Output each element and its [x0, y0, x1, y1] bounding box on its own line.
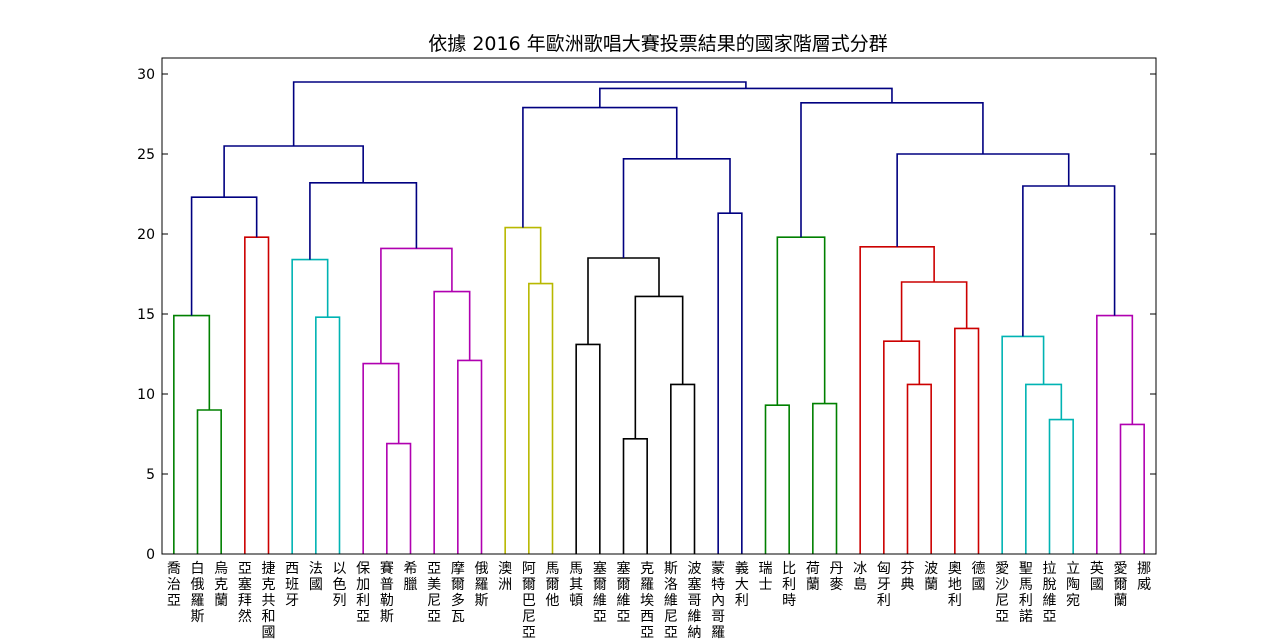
leaf-label: 聖馬利諾 — [1019, 561, 1033, 625]
leaf-label: 拉脫維亞 — [1043, 561, 1057, 625]
dendrogram-link — [622, 438, 648, 554]
dendrogram-link — [223, 145, 364, 198]
plot-frame — [161, 57, 1157, 555]
leaf-label: 挪威 — [1137, 561, 1151, 593]
dendrogram-link — [1096, 314, 1134, 554]
dendrogram-link — [1001, 335, 1045, 554]
leaf-label: 摩爾多瓦 — [451, 560, 465, 625]
leaf-label: 保加利亞 — [356, 561, 370, 625]
dendrogram-link — [190, 196, 258, 316]
dendrogram-link — [1119, 423, 1145, 554]
leaf-label: 俄羅斯 — [475, 561, 489, 609]
leaf-label: 亞塞拜然 — [238, 561, 252, 625]
leaf-label: 義大利 — [735, 560, 749, 609]
leaf-label: 愛爾蘭 — [1114, 561, 1128, 609]
dendrogram-link — [599, 87, 893, 108]
dendrogram-link — [315, 316, 341, 554]
dendrogram-link — [1025, 383, 1063, 554]
dendrogram-link — [575, 343, 601, 554]
dendrogram-link — [954, 327, 980, 554]
dendrogram-link — [800, 102, 984, 238]
leaf-label: 以色列 — [333, 561, 347, 609]
leaf-label: 德國 — [972, 561, 986, 593]
leaf-label: 蒙特內哥羅 — [711, 561, 725, 640]
dendrogram-link — [859, 246, 935, 554]
dendrogram-link — [380, 247, 453, 364]
leaf-label: 荷蘭 — [806, 561, 820, 593]
dendrogram-link — [433, 290, 471, 554]
dendrogram-link — [670, 383, 696, 554]
dendrogram-link — [764, 404, 790, 554]
dendrogram-link — [896, 153, 1070, 247]
y-tick-label: 0 — [146, 547, 155, 563]
dendrogram-link — [522, 106, 678, 228]
leaf-label: 馬爾他 — [546, 561, 560, 609]
dendrogram-link — [883, 340, 921, 554]
leaf-label: 賽普勒斯 — [380, 560, 394, 625]
leaf-label: 愛沙尼亞 — [995, 561, 1009, 625]
dendrogram-link — [362, 362, 400, 554]
y-tick-label: 30 — [137, 67, 155, 83]
dendrogram-link — [717, 212, 743, 554]
leaf-label: 阿爾巴尼亞 — [522, 561, 536, 640]
dendrogram-link — [244, 236, 270, 554]
chart-title: 依據 2016 年歐洲歌唱大賽投票結果的國家階層式分群 — [428, 33, 887, 55]
leaf-labels: 喬治亞白俄羅斯烏克蘭亞塞拜然捷克共和國西班牙法國以色列保加利亞賽普勒斯希臘亞美尼… — [167, 560, 1151, 640]
leaf-label: 冰島 — [853, 561, 867, 593]
leaf-label: 烏克蘭 — [214, 560, 228, 609]
leaf-label: 克羅埃西亞 — [640, 561, 654, 640]
dendrogram-link — [528, 282, 554, 554]
leaf-label: 比利時 — [782, 561, 796, 609]
leaf-label: 喬治亞 — [167, 561, 181, 609]
leaf-label: 白俄羅斯 — [191, 561, 205, 625]
dendrogram-link — [812, 402, 838, 554]
leaf-label: 波蘭 — [924, 561, 938, 593]
y-tick-label: 20 — [137, 227, 155, 243]
dendrogram-link — [587, 257, 660, 345]
leaf-label: 捷克共和國 — [262, 561, 276, 640]
leaf-label: 丹麥 — [830, 561, 844, 593]
leaf-label: 法國 — [309, 561, 323, 593]
dendrogram-link — [906, 383, 932, 554]
dendrogram-link — [457, 359, 483, 554]
dendrogram-link — [291, 258, 329, 554]
leaf-label: 塞爾維亞 — [617, 560, 631, 625]
links-group — [173, 81, 1145, 554]
y-tick-label: 10 — [137, 387, 155, 403]
leaf-label: 澳洲 — [498, 561, 512, 593]
y-tick-label: 25 — [137, 147, 155, 163]
leaf-label: 西班牙 — [285, 561, 299, 609]
leaf-label: 波塞哥維納 — [688, 561, 702, 640]
dendrogram-link — [292, 81, 747, 146]
dendrogram-link — [1048, 418, 1074, 554]
dendrogram-link — [776, 236, 826, 406]
y-tick-label: 5 — [146, 467, 155, 483]
dendrogram-link — [622, 158, 731, 258]
leaf-label: 奧地利 — [948, 561, 962, 609]
leaf-label: 瑞士 — [759, 561, 773, 593]
dendrogram-link — [196, 409, 222, 554]
dendrogram-link — [900, 281, 968, 342]
leaf-label: 芬典 — [901, 561, 915, 593]
y-axis: 0 5 10 15 20 25 30 — [137, 67, 1156, 563]
leaf-label: 英國 — [1090, 560, 1104, 593]
dendrogram-link — [1022, 185, 1116, 337]
y-tick-label: 15 — [137, 307, 155, 323]
leaf-label: 斯洛維尼亞 — [664, 561, 678, 640]
dendrogram-link — [634, 295, 684, 439]
dendrogram-link — [504, 226, 542, 554]
leaf-label: 立陶宛 — [1066, 561, 1080, 609]
dendrogram-link — [173, 314, 211, 554]
leaf-label: 匈牙利 — [877, 561, 891, 609]
dendrogram-link — [386, 442, 412, 554]
leaf-label: 亞美尼亞 — [427, 561, 441, 625]
leaf-label: 馬其頓 — [569, 561, 583, 609]
leaf-label: 塞爾維亞 — [593, 560, 607, 625]
leaf-label: 希臘 — [404, 561, 418, 593]
